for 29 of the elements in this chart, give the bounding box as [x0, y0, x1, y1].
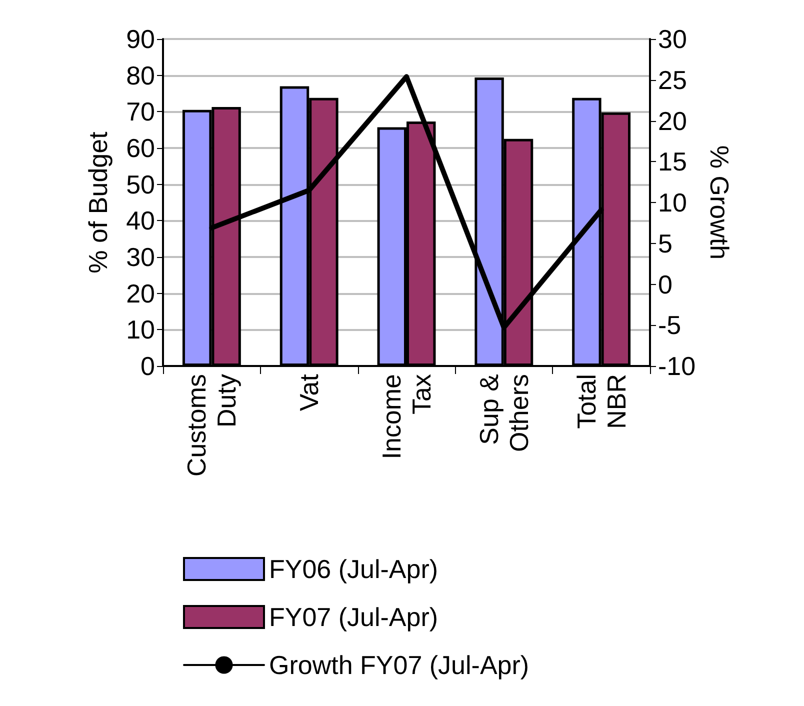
y2-tick-label: -10	[658, 351, 696, 381]
x-tick-label: Vat	[294, 373, 324, 412]
y2-tick-label: 5	[658, 228, 672, 258]
y2-tick-label: 25	[658, 64, 687, 95]
x-tick-label: Customs Duty	[182, 374, 242, 477]
y2-tick-label: 30	[658, 24, 687, 54]
y2-tick-label: 10	[658, 188, 687, 218]
y-axis-title: % of Budget	[83, 130, 113, 274]
x-tick-label: Income Tax	[376, 374, 436, 460]
x-tick-label: Total NBR	[571, 374, 632, 429]
y-tick-label: 0	[140, 351, 155, 381]
y2-tick-label: 15	[658, 146, 687, 177]
legend-label: Growth FY07 (Jul-Apr)	[269, 650, 530, 680]
y2-tick-label: 0	[658, 269, 672, 300]
legend-label: FY07 (Jul-Apr)	[269, 602, 438, 632]
x-tick-label: Sup & Others	[474, 374, 534, 452]
y2-tick-label: 20	[658, 106, 687, 136]
y-tick-label: 80	[126, 60, 155, 90]
y-tick-label: 70	[126, 96, 155, 127]
y-tick-label: 30	[126, 242, 155, 272]
y-tick-label: 20	[126, 278, 155, 308]
y-tick-label: 60	[126, 133, 155, 163]
y-tick-label: 40	[126, 206, 155, 236]
y-tick-label: 10	[126, 314, 155, 345]
y-tick-label: 90	[126, 24, 155, 54]
legend-label: FY06 (Jul-Apr)	[269, 554, 438, 584]
y2-axis-title: % Growth	[704, 145, 734, 260]
y-tick-label: 50	[126, 169, 155, 200]
y2-tick-label: -5	[658, 310, 682, 340]
